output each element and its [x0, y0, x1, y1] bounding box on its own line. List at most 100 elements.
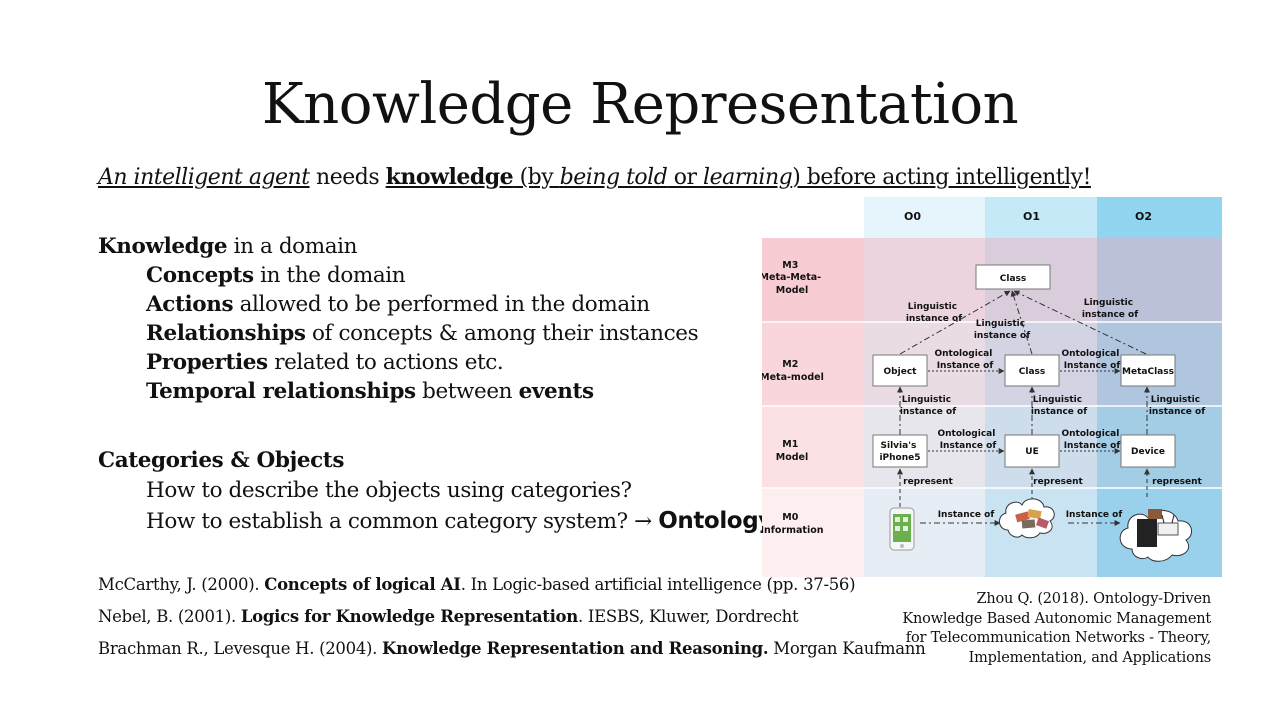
item-bold: Concepts	[146, 263, 254, 288]
node-class-top-label: Class	[1000, 274, 1026, 284]
categories-question: How to describe the objects using catego…	[146, 478, 632, 503]
device-cloud-image	[1119, 509, 1193, 562]
column-o0	[864, 197, 985, 577]
label-represent: represent	[1152, 477, 1202, 487]
node-metaclass-label: MetaClass	[1122, 367, 1174, 377]
intro-knowledge: knowledge	[385, 164, 514, 190]
item-rest: in the domain	[253, 263, 406, 288]
intro-text: (by	[513, 165, 560, 190]
ref-title: Logics for Knowledge Representation	[240, 607, 578, 626]
categories-question: How to establish a common category syste…	[98, 506, 773, 537]
item-rest: of concepts & among their instances	[305, 321, 699, 346]
ontology-layers-diagram: O0 O1 O2 M3 Meta-Meta- Model M2 Meta-mod…	[762, 197, 1222, 577]
column-label-o0: O0	[904, 210, 921, 223]
label-instance-of: Instance of	[938, 510, 995, 520]
item-rest: related to actions etc.	[267, 350, 504, 375]
node-device-label: Device	[1131, 447, 1165, 457]
citation-line: Zhou Q. (2018). Ontology-Driven	[976, 591, 1211, 607]
knowledge-list: Knowledge in a domain Concepts in the do…	[98, 232, 699, 406]
row-header-m2	[762, 322, 864, 406]
item-rest: allowed to be performed in the domain	[233, 292, 650, 317]
knowledge-heading-bold: Knowledge	[98, 234, 228, 259]
node-iphone-label: Silvia's iPhone5	[879, 441, 920, 463]
intro-sentence: An intelligent agent needs knowledge (by…	[98, 162, 1091, 193]
node-class-top	[975, 264, 1051, 290]
knowledge-item: Properties related to actions etc.	[98, 348, 698, 377]
citation-line: Implementation, and Applications	[968, 649, 1212, 666]
knowledge-item: Relationships of concepts & among their …	[98, 319, 699, 348]
references: McCarthy, J. (2000). Concepts of logical…	[98, 573, 926, 669]
citation-line: for Telecommunication Networks - Theory,	[905, 630, 1211, 646]
ref-text: Brachman R., Levesque H. (2004).	[98, 639, 383, 658]
row-header-m1	[762, 406, 864, 488]
label-linguistic: Linguistic instance of	[1031, 395, 1087, 417]
citation-line: Knowledge Based Autonomic Management	[902, 610, 1211, 627]
column-label-o2: O2	[1135, 210, 1152, 223]
ref-title: Knowledge Representation and Reasoning.	[382, 639, 769, 658]
row-label-m2: M2 Meta-model	[762, 359, 824, 383]
knowledge-heading: Knowledge in a domain	[98, 232, 698, 261]
iphone-image	[889, 507, 915, 551]
column-label-o1: O1	[1023, 210, 1040, 223]
item-bold: Temporal relationships	[146, 379, 416, 404]
label-linguistic: Linguistic instance of	[974, 319, 1030, 341]
ref-text: . IESBS, Kluwer, Dordrecht	[577, 607, 799, 626]
slide-title: Knowledge Representation	[261, 72, 1019, 137]
node-class-mid	[1004, 354, 1060, 387]
node-object-label: Object	[884, 367, 918, 377]
label-linguistic: Linguistic instance of	[1149, 395, 1205, 417]
label-linguistic: Linguistic instance of	[1082, 298, 1138, 320]
row-label-m3: M3 Meta-Meta- Model	[762, 260, 824, 296]
ue-cloud-image	[999, 498, 1055, 539]
row-label-m0: M0 Information	[762, 512, 824, 536]
label-ontological: Ontological Instance of	[935, 349, 996, 371]
intro-text: or	[667, 165, 704, 190]
ref-text: Nebel, B. (2001).	[98, 607, 241, 626]
item-rest: between	[415, 379, 519, 404]
reference-item: Nebel, B. (2001). Logics for Knowledge R…	[98, 605, 925, 637]
label-linguistic: Linguistic instance of	[900, 395, 956, 417]
node-iphone	[872, 434, 928, 468]
question-text: How to establish a common category syste…	[146, 509, 659, 534]
item-bold: Relationships	[146, 321, 306, 346]
intro-text: needs	[309, 165, 386, 190]
ref-text: . In Logic-based artificial intelligence…	[460, 575, 856, 594]
label-linguistic: Linguistic instance of	[906, 302, 962, 324]
intro-agent: An intelligent agent	[98, 165, 310, 190]
item-bold: Actions	[146, 292, 234, 317]
label-ontological: Ontological Instance of	[1062, 429, 1123, 451]
row-header-m3	[762, 238, 864, 322]
reference-item: Brachman R., Levesque H. (2004). Knowled…	[98, 637, 926, 669]
categories-section: Categories & Objects How to describe the…	[98, 446, 773, 537]
intro-learning: learning	[703, 165, 793, 190]
reference-item: McCarthy, J. (2000). Concepts of logical…	[98, 573, 925, 605]
intro-text: ) before acting intelligently!	[792, 165, 1091, 190]
knowledge-heading-rest: in a domain	[227, 234, 358, 259]
node-ue	[1004, 434, 1060, 468]
label-represent: represent	[903, 477, 953, 487]
node-device	[1120, 434, 1176, 468]
label-instance-of: Instance of	[1066, 510, 1123, 520]
item-bold: Properties	[146, 350, 268, 375]
knowledge-item: Temporal relationships between events	[98, 377, 698, 406]
node-class-mid-label: Class	[1019, 367, 1045, 377]
label-ontological: Ontological Instance of	[938, 429, 999, 451]
ref-title: Concepts of logical AI	[264, 575, 461, 594]
figure-citation: Zhou Q. (2018). Ontology-Driven Knowledg…	[881, 590, 1211, 668]
node-ue-label: UE	[1025, 447, 1038, 457]
label-ontological: Ontological Instance of	[1062, 349, 1123, 371]
row-label-m1: M1 Model	[776, 439, 808, 463]
node-object	[872, 354, 928, 387]
knowledge-item: Concepts in the domain	[98, 261, 698, 290]
diagram-svg: O0 O1 O2 M3 Meta-Meta- Model M2 Meta-mod…	[762, 197, 1222, 577]
ontology-term: Ontology	[658, 508, 773, 534]
node-metaclass	[1120, 354, 1176, 387]
intro-being-told: being told	[559, 165, 668, 190]
categories-heading: Categories & Objects	[98, 448, 345, 473]
ref-text: Morgan Kaufmann	[768, 639, 926, 658]
knowledge-item: Actions allowed to be performed in the d…	[98, 290, 698, 319]
label-represent: represent	[1033, 477, 1083, 487]
row-header-m0	[762, 488, 864, 577]
ref-text: McCarthy, J. (2000).	[98, 575, 265, 594]
item-bold: events	[518, 379, 595, 404]
